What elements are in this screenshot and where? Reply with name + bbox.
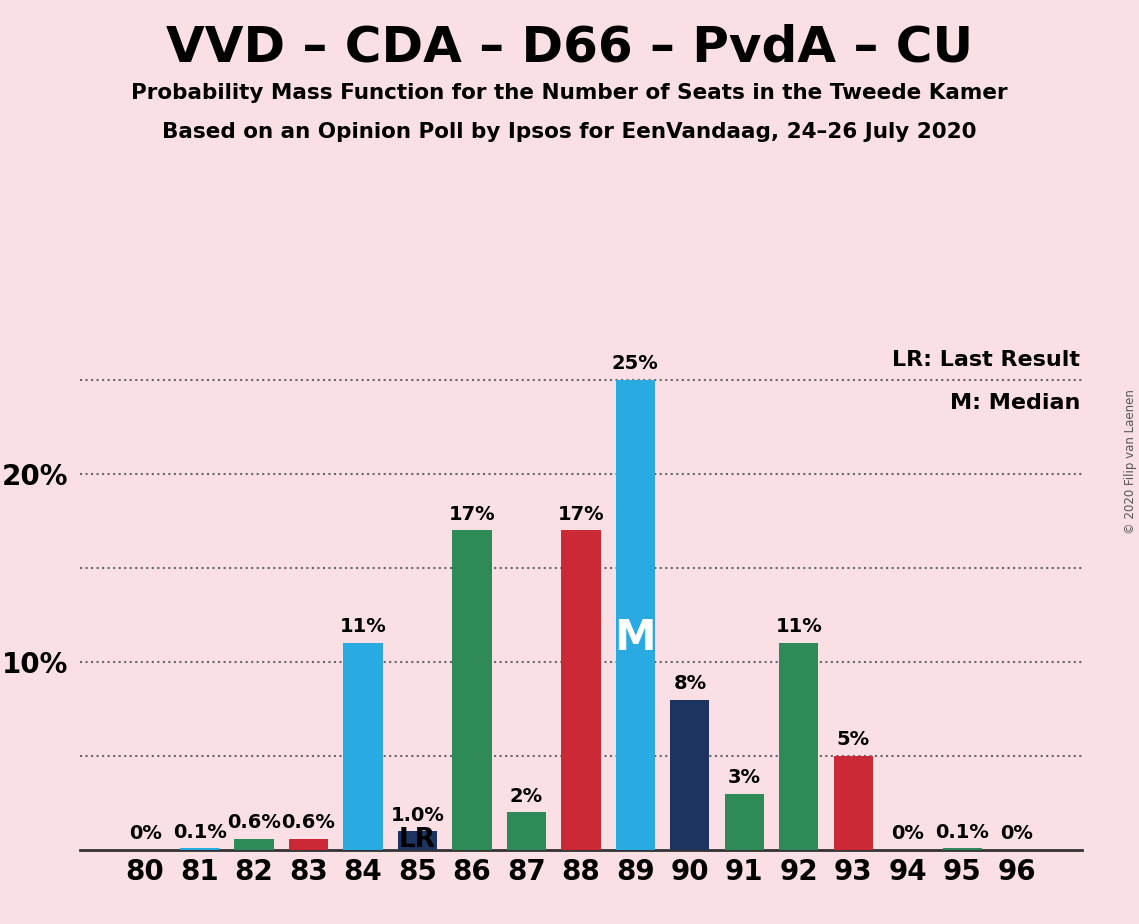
Text: LR: LR	[399, 827, 436, 853]
Bar	[235, 839, 273, 850]
Text: Based on an Opinion Poll by Ipsos for EenVandaag, 24–26 July 2020: Based on an Opinion Poll by Ipsos for Ee…	[162, 122, 977, 142]
Bar	[670, 699, 710, 850]
Text: Probability Mass Function for the Number of Seats in the Tweede Kamer: Probability Mass Function for the Number…	[131, 83, 1008, 103]
Bar	[398, 832, 437, 850]
Text: 0%: 0%	[129, 824, 162, 844]
Text: 0.1%: 0.1%	[935, 822, 989, 842]
Bar	[180, 848, 219, 850]
Bar	[507, 812, 546, 850]
Bar	[834, 756, 872, 850]
Text: M: Median: M: Median	[950, 393, 1080, 413]
Text: 17%: 17%	[449, 505, 495, 524]
Bar	[562, 530, 600, 850]
Text: 17%: 17%	[558, 505, 604, 524]
Text: M: M	[615, 617, 656, 660]
Text: 25%: 25%	[612, 354, 658, 373]
Text: 11%: 11%	[339, 617, 386, 637]
Bar	[724, 794, 764, 850]
Bar	[289, 839, 328, 850]
Text: 1.0%: 1.0%	[391, 806, 444, 824]
Text: VVD – CDA – D66 – PvdA – CU: VVD – CDA – D66 – PvdA – CU	[166, 23, 973, 71]
Text: 0.6%: 0.6%	[227, 813, 281, 833]
Bar	[343, 643, 383, 850]
Text: 11%: 11%	[776, 617, 822, 637]
Text: 0.1%: 0.1%	[173, 822, 227, 842]
Bar	[943, 848, 982, 850]
Bar	[779, 643, 819, 850]
Text: 8%: 8%	[673, 674, 706, 693]
Text: 0%: 0%	[1000, 824, 1033, 844]
Text: © 2020 Filip van Laenen: © 2020 Filip van Laenen	[1124, 390, 1137, 534]
Text: 0%: 0%	[892, 824, 924, 844]
Text: LR: Last Result: LR: Last Result	[892, 349, 1080, 370]
Text: 3%: 3%	[728, 768, 761, 787]
Bar	[616, 380, 655, 850]
Text: 2%: 2%	[510, 787, 543, 806]
Text: 5%: 5%	[837, 730, 870, 749]
Bar	[452, 530, 492, 850]
Text: 0.6%: 0.6%	[281, 813, 336, 833]
